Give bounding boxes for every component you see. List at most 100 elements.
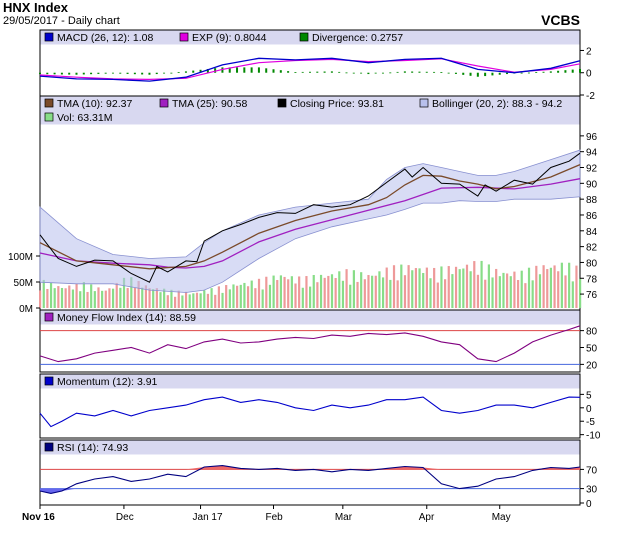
volume-bar [225,285,228,308]
volume-bar [579,278,582,308]
mfi-ytick-label-2: 20 [586,360,598,371]
divergence-bar [440,72,443,73]
volume-bar [338,271,341,308]
volume-bar [126,287,129,308]
volume-bar [330,274,334,308]
momentum-ytick-label-3: -10 [586,431,601,442]
divergence-bar [418,71,421,73]
momentum-legend-label-0: Momentum (12): 3.91 [57,376,158,388]
macd-ytick-label-0: 2 [586,46,592,57]
volume-bar [108,288,111,308]
price-legend-label-0: TMA (10): 92.37 [57,98,132,110]
volume-bar [319,274,323,308]
divergence-bar [214,68,217,73]
volume-bar [254,288,257,308]
divergence-bar [75,72,78,75]
divergence-bar [148,72,151,75]
mfi-panel-legend-bg [40,310,580,325]
volume-bar [97,287,100,308]
volume-bar [557,271,560,308]
macd-ytick-label-2: -2 [586,91,595,102]
volume-bar [294,283,297,308]
macd-legend-label-0: MACD (26, 12): 1.08 [57,32,153,44]
volume-bar [265,276,268,308]
divergence-bar [520,72,523,74]
volume-bar [447,266,450,308]
divergence-bar [243,67,246,73]
volume-bar [250,280,253,308]
price-ytick-label-8: 80 [586,258,598,269]
divergence-bar [97,72,100,74]
divergence-bar [374,72,377,74]
close-line [39,152,581,283]
volume-bar [484,279,487,308]
volume-bar [279,275,283,308]
price-ytick-label-1: 94 [586,148,598,159]
divergence-bar [53,72,56,75]
volume-bar [93,291,96,308]
divergence-bar [265,68,268,73]
divergence-bar [309,71,311,73]
divergence-bar [177,72,180,73]
divergence-bar [46,72,49,75]
volume-bar [327,275,330,308]
volume-bar [564,275,567,308]
divergence-bar [133,72,136,75]
chart-subtitle: 29/05/2017 - Daily chart [3,15,120,27]
volume-tick-label-2: 0M [19,304,33,315]
x-tick-label-5: Apr [419,512,435,523]
mfi-legend-label-0: Money Flow Index (14): 88.59 [57,312,196,324]
divergence-bar [571,69,574,73]
volume-bar [363,279,366,308]
volume-bar [57,286,60,308]
price-legend-label-3: Bollinger (20, 2): 88.3 - 94.2 [432,98,562,110]
divergence-bar [345,72,348,74]
volume-bar [476,274,480,308]
volume-bar [174,296,177,308]
volume-bar [407,265,410,308]
volume-bar [312,274,315,308]
volume-bar [184,291,188,308]
divergence-bar [396,71,399,73]
rsi-legend-icon-0 [44,442,54,452]
volume-bar [301,287,304,308]
volume-bar [436,282,439,308]
volume-bar [53,288,56,308]
volume-bar [228,289,231,308]
volume-bar [524,283,527,308]
volume-bar [345,269,348,308]
volume-bar [352,270,355,308]
mfi-ytick-label-1: 50 [586,344,598,355]
volume-bar [188,294,191,308]
volume-bar [400,264,403,308]
divergence-bar [287,71,290,73]
rsi-ytick-label-1: 30 [586,485,598,496]
volume-bar [502,272,505,308]
volume-bar [418,268,421,308]
volume-bar [82,282,85,308]
macd-legend-icon-2 [299,32,309,42]
volume-bar [411,270,414,308]
macd-legend-label-2: Divergence: 0.2757 [312,32,403,44]
volume-bar [444,279,447,308]
x-tick-label-1: Dec [116,512,134,523]
divergence-bar [119,72,122,74]
volume-bar [316,282,319,308]
price-ytick-label-7: 82 [586,243,598,254]
volume-bar [433,267,436,308]
volume-bar [553,265,556,308]
volume-bar [203,290,206,308]
volume-bar [39,290,42,308]
divergence-bar [447,72,450,74]
volume-bar [378,271,381,308]
rsi-legend-label-0: RSI (14): 74.93 [57,442,128,454]
volume-bar [192,293,195,308]
volume-bar [385,267,388,308]
volume-bar [239,284,242,308]
volume-bar [232,284,235,308]
volume-bar [144,285,148,308]
volume-bar [531,280,534,308]
price-legend-icon-1 [159,98,169,108]
divergence-bar [425,71,428,73]
